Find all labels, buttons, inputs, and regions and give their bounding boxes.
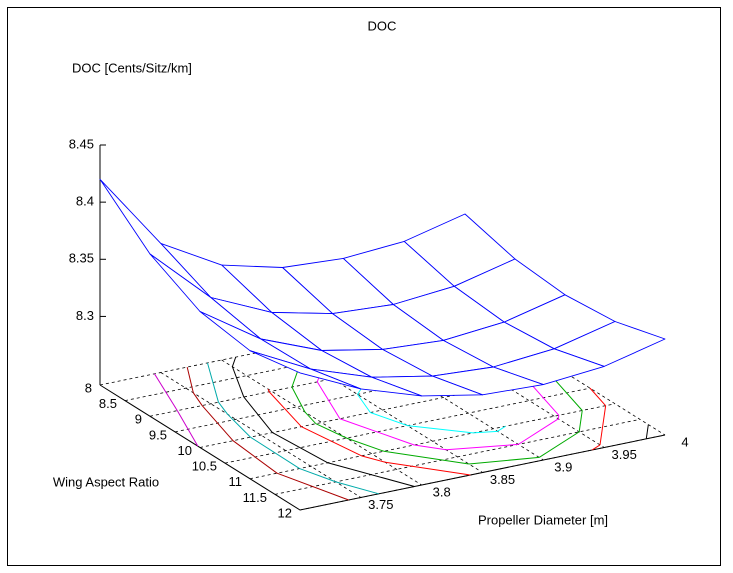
y-tick-label: 9 — [135, 412, 142, 427]
contour-line — [192, 392, 203, 406]
contour-line — [591, 444, 601, 451]
contour-line — [473, 430, 498, 434]
contour-line — [232, 440, 278, 474]
contour-line — [267, 388, 270, 392]
y-tick-label: 10 — [178, 443, 192, 458]
contour-line — [243, 396, 273, 433]
contour-line — [550, 375, 583, 411]
x-tick-label: 3.75 — [368, 497, 393, 512]
contour-line — [231, 356, 237, 367]
y-tick-label: 8.5 — [99, 396, 117, 411]
x-axis-label: Propeller Diameter [m] — [478, 512, 608, 527]
contour-line — [599, 405, 607, 445]
contour-line — [578, 410, 583, 432]
y-tick-label: 10.5 — [192, 459, 217, 474]
y-tick-label: 11.5 — [243, 490, 267, 505]
contour-line — [446, 443, 519, 451]
contour-line — [383, 450, 469, 465]
grid-line — [199, 372, 566, 448]
y-tick-label: 12 — [278, 505, 292, 520]
contour-line — [304, 411, 317, 425]
x-tick-label: 3.95 — [612, 447, 637, 462]
contour-line — [276, 472, 349, 501]
contour-line — [385, 461, 471, 476]
contour-line — [291, 386, 306, 413]
x-tick-label: 4 — [681, 434, 688, 449]
contour-line — [231, 366, 245, 398]
contour-line — [407, 425, 474, 434]
contour-line — [206, 362, 219, 403]
contour-line — [250, 436, 300, 469]
z-tick-label: 8.45 — [69, 136, 94, 151]
contour-line — [335, 481, 379, 495]
contour-line — [315, 423, 347, 439]
chart-title: DOC — [368, 18, 397, 33]
contour-line — [268, 391, 302, 428]
contour-line — [361, 455, 386, 463]
contour-line — [589, 387, 607, 407]
contour-line — [316, 381, 341, 420]
floor-edge — [99, 384, 666, 511]
contour-line — [538, 431, 580, 458]
y-tick-label: 9.5 — [149, 427, 167, 442]
contour-line — [299, 468, 337, 483]
contour-line — [218, 401, 228, 415]
contour-line — [327, 462, 415, 487]
surface-patch — [249, 350, 362, 390]
y-tick-label: 8 — [85, 380, 92, 395]
contour-line — [370, 412, 408, 427]
z-tick-label: 8.35 — [69, 251, 94, 266]
contour-line — [227, 413, 251, 438]
grid-line — [249, 403, 616, 480]
contour-line — [497, 425, 506, 432]
y-tick-label: 11 — [229, 474, 243, 489]
contour-line — [186, 366, 194, 393]
x-tick-label: 3.9 — [554, 459, 572, 474]
contour-line — [176, 410, 199, 447]
contour-line — [339, 418, 415, 446]
contour-line — [645, 424, 649, 439]
z-axis-label: DOC [Cents/Sitz/km] — [72, 60, 192, 75]
z-tick-label: 8.3 — [76, 308, 94, 323]
x-tick-label: 3.85 — [490, 472, 515, 487]
z-tick-label: 8.4 — [76, 194, 94, 209]
contour-line — [468, 456, 540, 465]
contour-line — [518, 418, 559, 445]
contour-line — [414, 444, 447, 451]
x-tick-label: 3.8 — [433, 484, 451, 499]
contour-line — [201, 405, 234, 442]
contour-line — [357, 394, 371, 413]
y-axis-label: Wing Aspect Ratio — [53, 474, 159, 489]
contour-line — [154, 373, 178, 411]
contour-line — [346, 437, 384, 452]
contour-line — [272, 432, 328, 464]
contour-line — [557, 415, 560, 419]
contour-line — [301, 426, 362, 457]
